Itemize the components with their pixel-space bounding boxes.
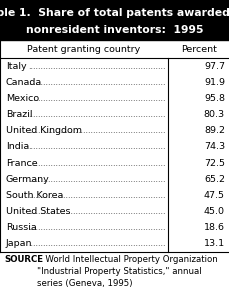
Text: 89.2: 89.2 <box>203 126 224 135</box>
Text: .......................................................: ........................................… <box>28 143 165 151</box>
Text: 95.8: 95.8 <box>203 94 224 103</box>
Text: Russia: Russia <box>6 223 37 232</box>
Text: 65.2: 65.2 <box>203 175 224 184</box>
Text: .......................................................: ........................................… <box>28 207 165 216</box>
Text: .......................................................: ........................................… <box>28 94 165 103</box>
Bar <box>0 0 229 40</box>
Text: United Kingdom: United Kingdom <box>6 126 82 135</box>
Text: SOURCE: SOURCE <box>4 255 43 264</box>
Text: Table 1.  Share of total patents awarded to: Table 1. Share of total patents awarded … <box>0 8 229 18</box>
Text: .......................................................: ........................................… <box>28 239 165 249</box>
Text: 45.0: 45.0 <box>203 207 224 216</box>
Text: 13.1: 13.1 <box>203 239 224 249</box>
Text: Canada: Canada <box>6 78 42 87</box>
Text: 72.5: 72.5 <box>203 159 224 168</box>
Text: :  World Intellectual Property Organization
"Industrial Property Statistics," an: : World Intellectual Property Organizati… <box>37 255 217 288</box>
Text: .......................................................: ........................................… <box>28 159 165 168</box>
Text: Patent granting country: Patent granting country <box>27 44 140 53</box>
Text: Italy: Italy <box>6 62 27 71</box>
Text: 47.5: 47.5 <box>203 191 224 200</box>
Text: Japan: Japan <box>6 239 32 249</box>
Text: South Korea: South Korea <box>6 191 63 200</box>
Text: .......................................................: ........................................… <box>28 175 165 184</box>
Text: .......................................................: ........................................… <box>28 78 165 87</box>
Text: 80.3: 80.3 <box>203 110 224 119</box>
Text: 91.9: 91.9 <box>203 78 224 87</box>
Text: .......................................................: ........................................… <box>28 62 165 71</box>
Text: India: India <box>6 143 29 151</box>
Text: nonresident inventors:  1995: nonresident inventors: 1995 <box>26 25 203 35</box>
Text: Percent: Percent <box>180 44 216 53</box>
Text: Mexico: Mexico <box>6 94 39 103</box>
Text: France: France <box>6 159 38 168</box>
Text: 18.6: 18.6 <box>203 223 224 232</box>
Text: .......................................................: ........................................… <box>28 126 165 135</box>
Text: 97.7: 97.7 <box>203 62 224 71</box>
Text: 74.3: 74.3 <box>203 143 224 151</box>
Text: .......................................................: ........................................… <box>28 110 165 119</box>
Text: United States: United States <box>6 207 70 216</box>
Text: .......................................................: ........................................… <box>28 191 165 200</box>
Text: Germany: Germany <box>6 175 49 184</box>
Text: .......................................................: ........................................… <box>28 223 165 232</box>
Text: Brazil: Brazil <box>6 110 32 119</box>
